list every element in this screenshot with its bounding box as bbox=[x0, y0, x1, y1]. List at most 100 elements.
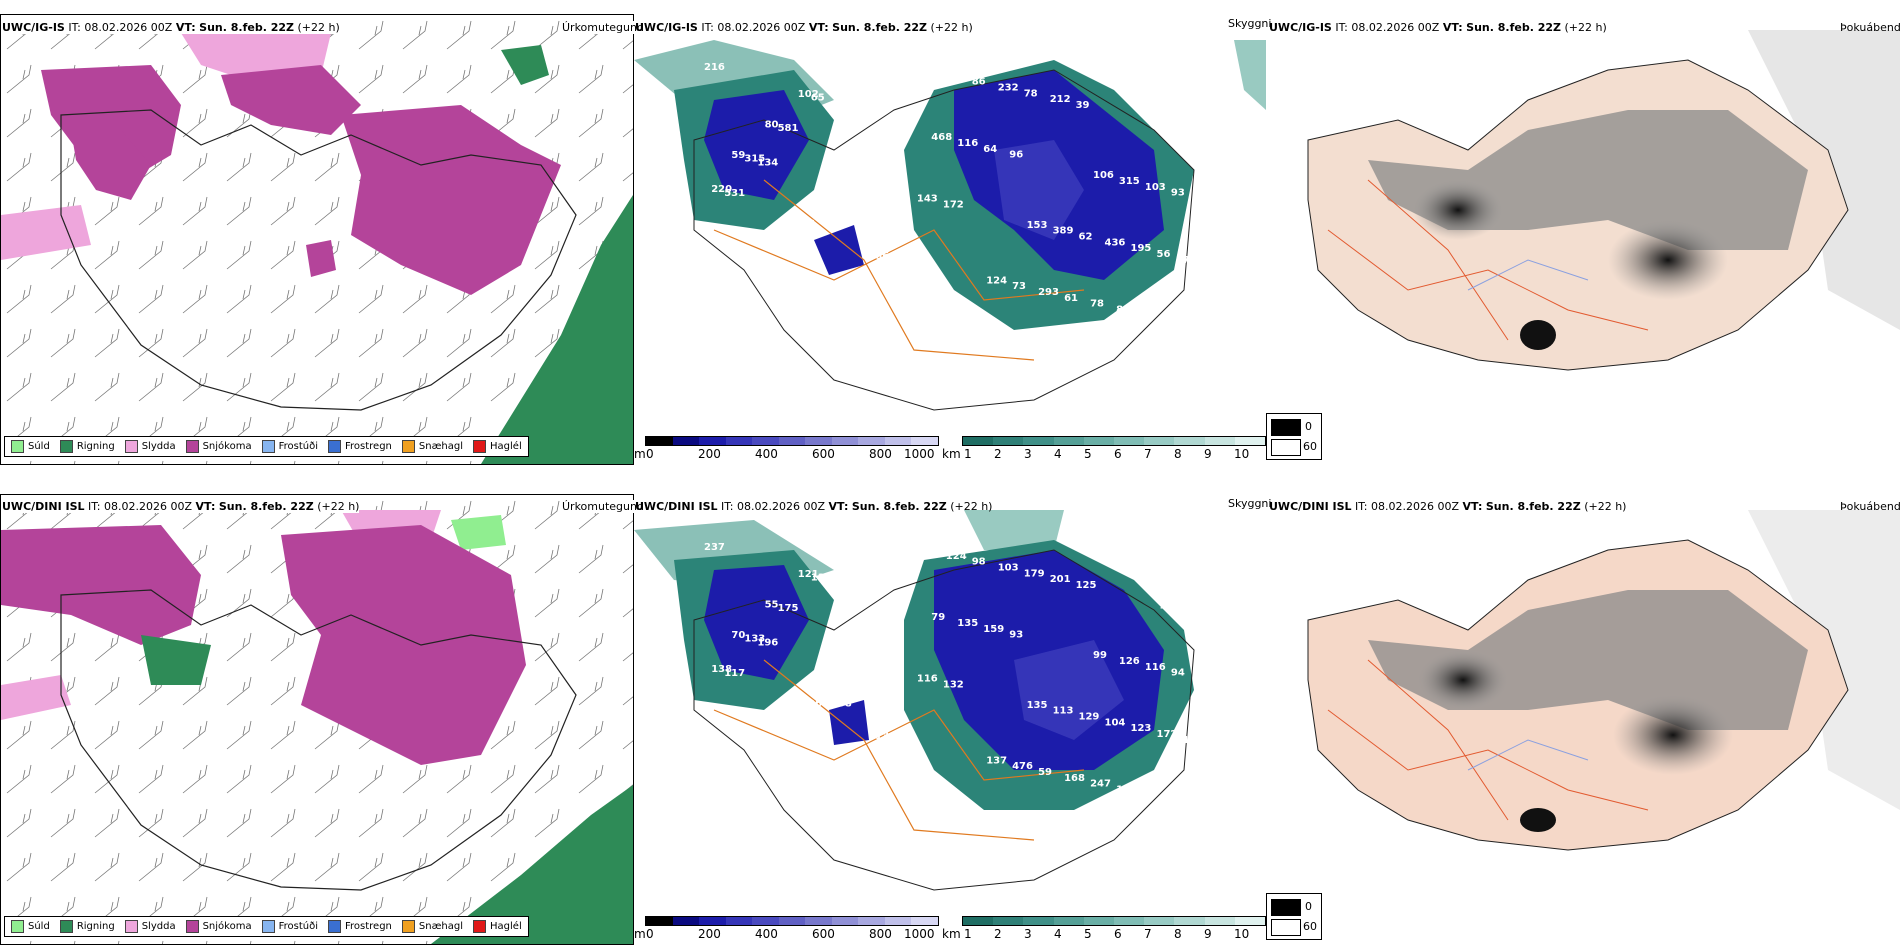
lead-time: (+22 h) bbox=[930, 21, 973, 34]
snow-depth-labels: 2371961331171752981331211385513770125119… bbox=[704, 542, 1206, 796]
precip-type-panel: Súld Rigning Slydda Snjókoma Frostúði Fr… bbox=[0, 14, 634, 465]
scale-segment bbox=[963, 917, 994, 925]
legend-item: Slydda bbox=[124, 440, 176, 453]
legend-label: Frostregn bbox=[345, 921, 392, 932]
scale-segment bbox=[1053, 437, 1084, 445]
snow-depth-label: 293 bbox=[1038, 287, 1059, 298]
scale-segment bbox=[1114, 437, 1145, 445]
snow-depth-label: 59 bbox=[731, 150, 745, 161]
snow-tick: 600 bbox=[812, 927, 835, 941]
legend-item: Rigning bbox=[59, 920, 115, 933]
snow-depth-label: 212 bbox=[1050, 94, 1071, 105]
scale-segment bbox=[1114, 917, 1145, 925]
snow-depth-label: 137 bbox=[818, 695, 839, 706]
snow-depth-label: 102 bbox=[798, 89, 819, 100]
visibility-colorbar: km 1 2 3 4 5 6 7 8 9 10 bbox=[942, 436, 1266, 462]
snow-depth-label: 124 bbox=[946, 551, 967, 562]
scale-segment bbox=[1174, 917, 1205, 925]
snow-depth-label: 62 bbox=[1079, 231, 1093, 242]
fog-panel-title: Þokuábendi bbox=[1840, 500, 1900, 513]
lead-time: (+22 h) bbox=[297, 21, 340, 34]
precip-panel-title: Úrkomutegund bbox=[562, 500, 644, 513]
snow-depth-label: 86 bbox=[875, 251, 889, 262]
snow-depth-label: 66 bbox=[858, 188, 872, 199]
lead-time: (+22 h) bbox=[1584, 500, 1627, 513]
snow-depth-label: 138 bbox=[711, 664, 732, 675]
vis-tick: 8 bbox=[1174, 447, 1182, 461]
vis-tick: 6 bbox=[1114, 447, 1122, 461]
snow-depth-label: 132 bbox=[943, 679, 964, 690]
fog-swatch bbox=[1271, 919, 1301, 936]
scale-segment bbox=[963, 437, 994, 445]
vis-tick: 1 bbox=[964, 447, 972, 461]
legend-label: Rigning bbox=[76, 921, 115, 932]
scale-segment bbox=[778, 437, 806, 445]
snow-depth-label: 124 bbox=[986, 275, 1007, 286]
precip-panel-title: Úrkomutegund bbox=[562, 21, 644, 34]
legend-label: Snæhagl bbox=[418, 441, 464, 452]
scale-segment bbox=[672, 437, 700, 445]
snow-depth-label: 88 bbox=[801, 219, 815, 230]
snow-depth-label: 200 bbox=[1159, 120, 1180, 131]
it-value: 08.02.2026 00Z bbox=[84, 21, 173, 34]
scale-segment bbox=[858, 437, 885, 445]
snow-depth-label: 94 bbox=[831, 218, 845, 229]
snow-depth-label: 104 bbox=[1105, 717, 1126, 728]
snow-visibility-map: 2371961331171752981331211385513770125119… bbox=[634, 510, 1206, 891]
scale-segment bbox=[699, 917, 726, 925]
snow-depth-label: 172 bbox=[943, 199, 964, 210]
snow-tick: 200 bbox=[698, 447, 721, 461]
snow-depth-label: 135 bbox=[957, 618, 978, 629]
legend-label: Súld bbox=[28, 441, 50, 452]
snow-depth-label: 119 bbox=[1183, 735, 1204, 746]
vis-panel-title: Skyggni bbox=[1228, 17, 1272, 30]
legend-item: Snjókoma bbox=[185, 440, 252, 453]
vis-unit: km bbox=[942, 927, 961, 941]
vis-tick: 10 bbox=[1234, 447, 1250, 461]
snow-depth-label: 121 bbox=[798, 569, 819, 580]
snow-depth-label: 78 bbox=[1090, 299, 1104, 310]
snow-tick: 400 bbox=[755, 927, 778, 941]
scale-segment bbox=[911, 437, 939, 445]
fog-header: UWC/DINI ISL IT: 08.02.2026 00Z VT: Sun.… bbox=[1269, 500, 1626, 513]
snow-depth-label: 232 bbox=[998, 82, 1019, 93]
legend-swatch bbox=[473, 440, 487, 453]
it-value: 08.02.2026 00Z bbox=[104, 500, 193, 513]
fog-index-panel bbox=[1268, 510, 1900, 900]
legend-swatch bbox=[401, 440, 415, 453]
vis-tick: 10 bbox=[1234, 927, 1250, 941]
snow-depth-label: 216 bbox=[704, 62, 725, 73]
scale-segment bbox=[1144, 437, 1175, 445]
snow-depth-label: 93 bbox=[1171, 188, 1185, 199]
snow-depth-label: 39 bbox=[1076, 100, 1090, 111]
legend-swatch bbox=[11, 440, 24, 453]
snow-depth-label: 63 bbox=[773, 234, 787, 245]
snow-tick: 200 bbox=[698, 927, 721, 941]
snow-depth-label: 179 bbox=[1024, 568, 1045, 579]
snow-scale-bar bbox=[645, 916, 939, 926]
vis-tick: 3 bbox=[1024, 927, 1032, 941]
scale-segment bbox=[725, 437, 753, 445]
fog-index-map bbox=[1307, 30, 1900, 371]
scale-segment bbox=[699, 437, 726, 445]
fog-label: 60 bbox=[1303, 440, 1317, 453]
snow-depth-colorbar: m 0 200 400 600 800 1000 bbox=[634, 916, 939, 942]
vt-value: Sun. 8.feb. 22Z bbox=[1485, 500, 1581, 513]
scale-segment bbox=[1204, 917, 1235, 925]
snow-depth-label: 195 bbox=[1131, 243, 1152, 254]
fog-index-panel bbox=[1268, 30, 1900, 420]
vt-value: Sun. 8.feb. 22Z bbox=[218, 500, 314, 513]
legend-swatch bbox=[328, 440, 341, 453]
legend-item: Frostregn bbox=[328, 440, 392, 453]
vis-tick: 2 bbox=[994, 927, 1002, 941]
it-value: 08.02.2026 00Z bbox=[717, 21, 806, 34]
scale-segment bbox=[1144, 917, 1175, 925]
legend-swatch bbox=[124, 440, 138, 453]
vt-label: VT: bbox=[175, 21, 196, 34]
snow-depth-colorbar: m 0 200 400 600 800 1000 bbox=[634, 436, 939, 462]
snow-depth-label: 61 bbox=[1064, 293, 1078, 304]
snow-visibility-panel: 237 196 133 117 175 298 133 121 138 55 137 70 125 119… bbox=[634, 510, 1266, 935]
snow-depth-label: 90 bbox=[1185, 126, 1199, 137]
snow-tick: 400 bbox=[755, 447, 778, 461]
scale-segment bbox=[1083, 917, 1115, 925]
